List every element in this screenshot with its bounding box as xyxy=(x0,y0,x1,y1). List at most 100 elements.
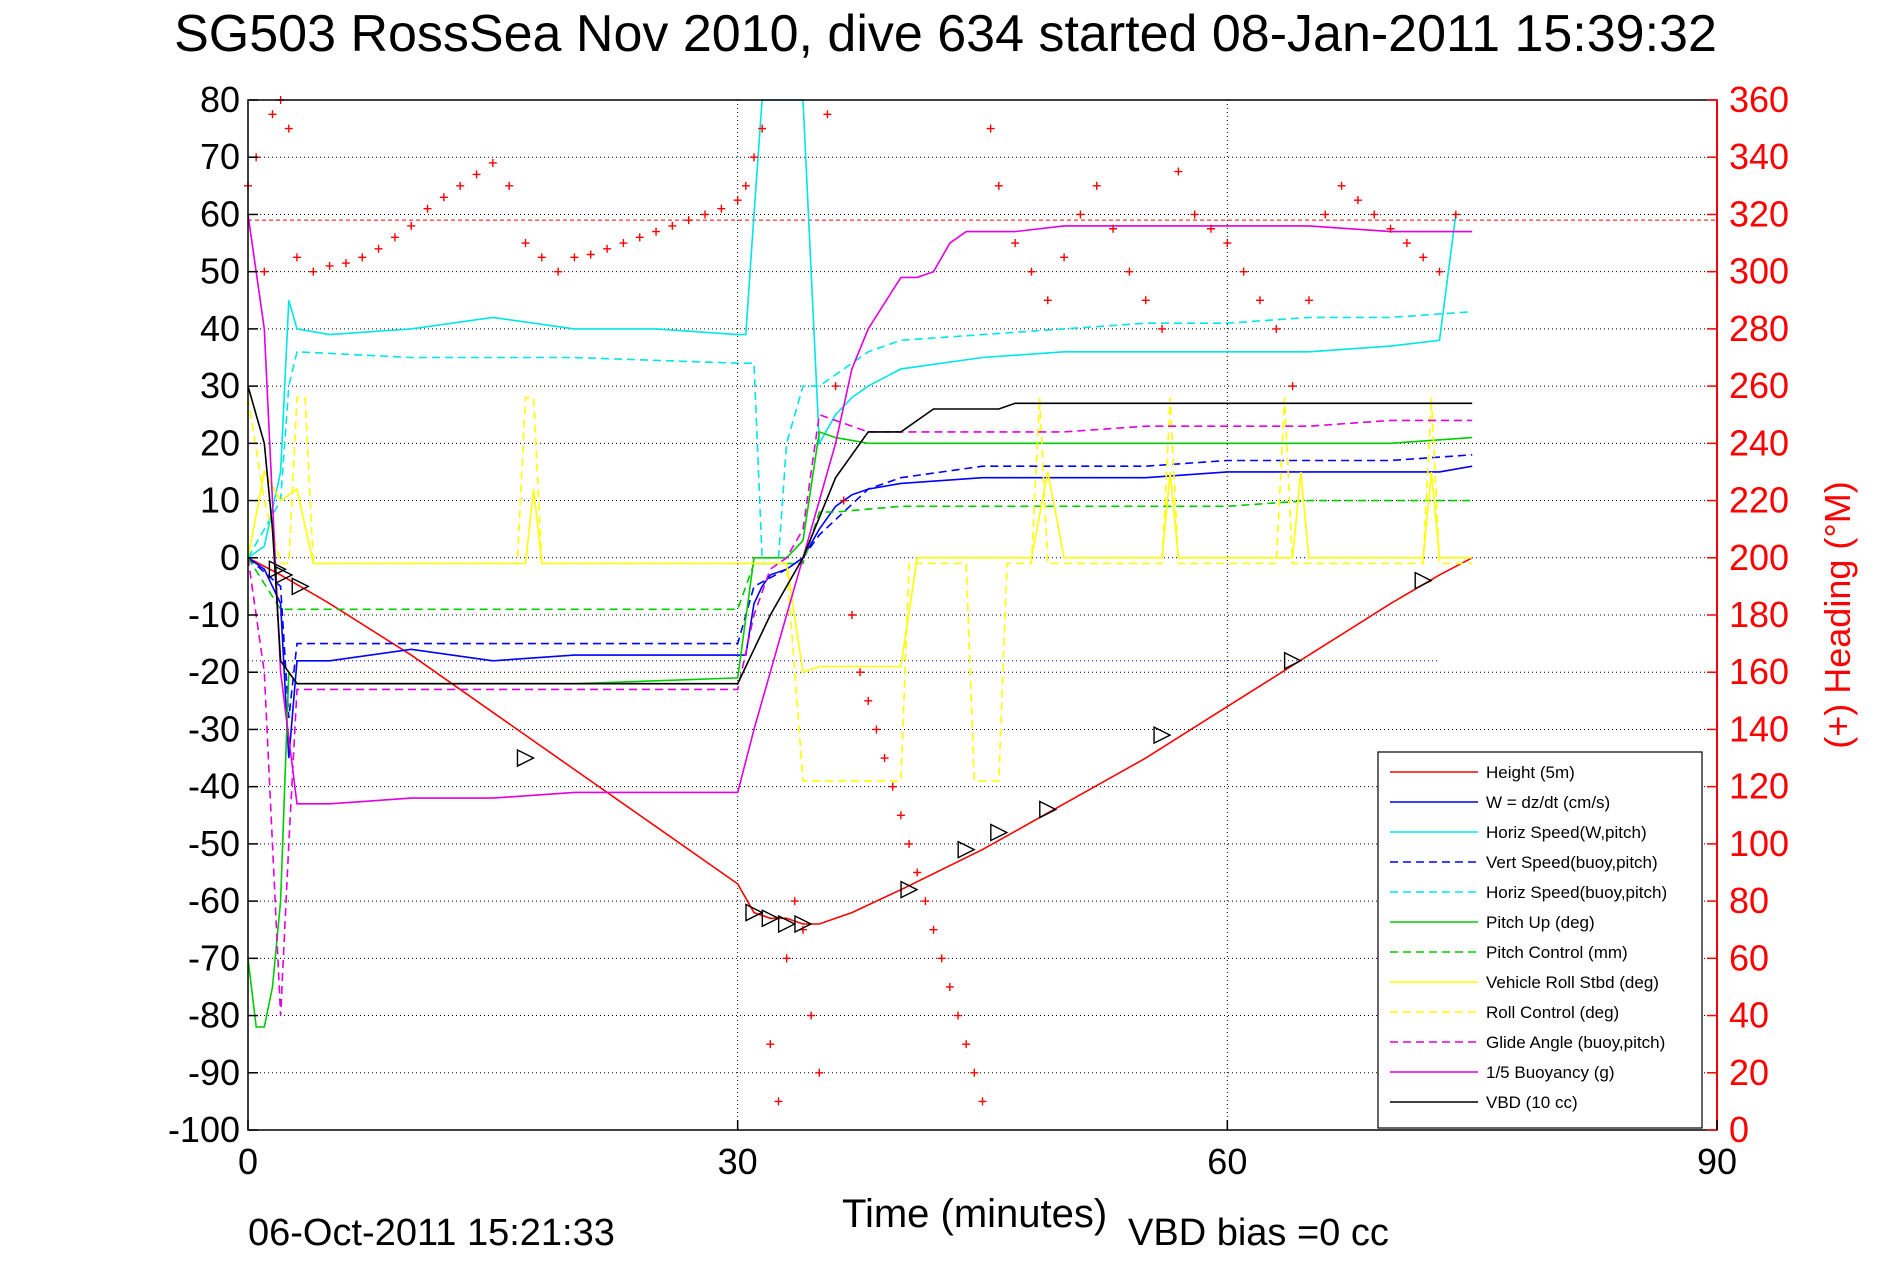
y2-tick-label: 40 xyxy=(1729,995,1769,1036)
heading-marker xyxy=(831,382,840,391)
legend-label: Horiz Speed(W,pitch) xyxy=(1486,823,1647,842)
y2-tick-label: 280 xyxy=(1729,308,1789,349)
heading-marker xyxy=(684,216,693,225)
y-tick-label: -10 xyxy=(188,594,240,635)
series-line-11 xyxy=(247,385,1473,685)
y2-tick-label: 80 xyxy=(1729,880,1769,921)
heading-marker xyxy=(1272,324,1281,333)
direction-marker xyxy=(990,823,1009,842)
heading-marker xyxy=(488,158,497,167)
heading-marker xyxy=(970,1068,979,1077)
footer-date: 06-Oct-2011 15:21:33 xyxy=(248,1212,615,1254)
direction-marker xyxy=(900,880,919,899)
heading-marker xyxy=(994,181,1003,190)
heading-marker xyxy=(652,227,661,236)
heading-marker xyxy=(1321,210,1330,219)
direction-marker xyxy=(777,914,797,934)
legend-label: Vehicle Roll Stbd (deg) xyxy=(1486,973,1659,992)
heading-marker xyxy=(1060,253,1069,262)
y-tick-label: -90 xyxy=(188,1052,240,1093)
heading-marker xyxy=(1125,267,1134,276)
heading-marker xyxy=(341,259,350,268)
chart-title: SG503 RossSea Nov 2010, dive 634 started… xyxy=(174,5,1717,63)
y2-tick-label: 20 xyxy=(1729,1052,1769,1093)
series-line-7 xyxy=(247,469,1473,674)
legend-label: 1/5 Buoyancy (g) xyxy=(1486,1063,1615,1082)
y-tick-label: -70 xyxy=(188,937,240,978)
series-line-0 xyxy=(247,557,1473,925)
heading-marker xyxy=(570,253,579,262)
y2-tick-label: 320 xyxy=(1729,193,1789,234)
y2-tick-label: 220 xyxy=(1729,480,1789,521)
y-tick-label: 70 xyxy=(200,136,240,177)
series-line-1 xyxy=(247,465,1473,759)
heading-marker xyxy=(309,267,318,276)
heading-marker xyxy=(1141,296,1150,305)
heading-marker xyxy=(325,261,334,270)
heading-marker xyxy=(619,239,628,248)
x-axis-label: Time (minutes) xyxy=(842,1192,1108,1236)
heading-marker xyxy=(937,954,946,963)
y2-tick-label: 0 xyxy=(1729,1109,1749,1150)
heading-marker xyxy=(554,267,563,276)
y2-tick-label: 200 xyxy=(1729,537,1789,578)
y2-axis-label: (+) Heading (°M) xyxy=(1817,481,1858,748)
series-lines xyxy=(247,99,1473,1028)
direction-markers xyxy=(268,560,1433,934)
heading-marker xyxy=(1223,239,1232,248)
heading-marker xyxy=(839,496,848,505)
legend-label: Pitch Control (mm) xyxy=(1486,943,1628,962)
legend-label: Horiz Speed(buoy,pitch) xyxy=(1486,883,1667,902)
y-tick-label: 10 xyxy=(200,480,240,521)
y-tick-label: 80 xyxy=(200,79,240,120)
heading-marker xyxy=(717,204,726,213)
heading-marker xyxy=(896,811,905,820)
direction-marker xyxy=(516,748,536,768)
x-tick-label: 90 xyxy=(1697,1141,1737,1182)
heading-marker xyxy=(766,1040,775,1049)
x-tick-label: 60 xyxy=(1207,1141,1247,1182)
series-line-4 xyxy=(247,310,1473,559)
heading-marker xyxy=(521,239,530,248)
heading-marker xyxy=(668,221,677,230)
heading-marker xyxy=(921,897,930,906)
heading-marker xyxy=(701,210,710,219)
heading-markers xyxy=(244,96,1460,1106)
legend: Height (5m) W = dz/dt (cm/s) Horiz Speed(W… xyxy=(1377,751,1703,1129)
heading-marker xyxy=(1207,224,1216,233)
heading-marker xyxy=(741,181,750,190)
y2-tick-label: 180 xyxy=(1729,594,1789,635)
heading-marker xyxy=(945,982,954,991)
y-tick-label: 60 xyxy=(200,193,240,234)
heading-marker xyxy=(758,124,767,133)
heading-marker xyxy=(603,244,612,253)
heading-marker xyxy=(790,897,799,906)
direction-marker xyxy=(268,560,287,579)
heading-marker xyxy=(1027,267,1036,276)
heading-marker xyxy=(374,244,383,253)
direction-marker xyxy=(1283,651,1303,670)
y-tick-label: 20 xyxy=(200,422,240,463)
legend-label: Pitch Up (deg) xyxy=(1486,913,1595,932)
heading-marker xyxy=(1386,224,1395,233)
legend-label: Height (5m) xyxy=(1486,763,1575,782)
heading-marker xyxy=(872,725,881,734)
heading-marker xyxy=(774,1097,783,1106)
heading-marker xyxy=(986,124,995,133)
heading-marker xyxy=(1435,267,1444,276)
y2-tick-label: 260 xyxy=(1729,365,1789,406)
direction-marker xyxy=(745,903,764,922)
heading-marker xyxy=(888,782,897,791)
direction-marker xyxy=(761,909,780,928)
x-tick-label: 0 xyxy=(238,1141,258,1182)
y-tick-label: 50 xyxy=(200,251,240,292)
y-tick-label: -100 xyxy=(168,1109,240,1150)
heading-marker xyxy=(292,253,301,262)
heading-marker xyxy=(456,181,465,190)
heading-marker xyxy=(1255,296,1264,305)
heading-marker xyxy=(358,253,367,262)
legend-label: VBD (10 cc) xyxy=(1486,1093,1578,1112)
heading-marker xyxy=(1011,239,1020,248)
heading-marker xyxy=(1190,210,1199,219)
series-line-6 xyxy=(247,499,1473,611)
